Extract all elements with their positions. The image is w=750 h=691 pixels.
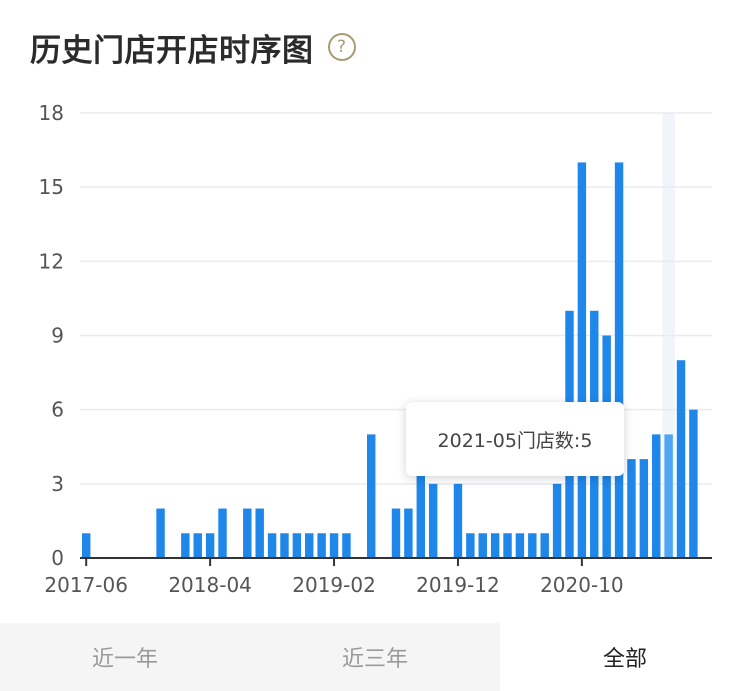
y-tick-label: 18: [39, 101, 64, 125]
bar: [367, 434, 376, 558]
chart-tooltip: 2021-05门店数:5: [406, 402, 624, 476]
bar: [243, 508, 252, 558]
bar: [305, 533, 314, 558]
x-tick-label: 2017-06: [44, 573, 128, 597]
y-tick-label: 6: [51, 398, 64, 422]
bar: [255, 508, 264, 558]
bar: [639, 459, 649, 558]
time-range-tabs: 近一年 近三年 全部: [0, 623, 750, 691]
bar: [664, 434, 673, 558]
bar: [466, 533, 475, 558]
bar: [280, 533, 289, 558]
chart-header: 历史门店开店时序图 ?: [30, 22, 356, 72]
question-circle-icon[interactable]: ?: [327, 33, 356, 61]
bar: [329, 533, 339, 558]
tab-last-three-years[interactable]: 近三年: [250, 623, 500, 691]
bar: [218, 508, 227, 558]
bar: [689, 409, 698, 558]
bar-chart: 0 3 6 9 12 15 18 2017-06 2018-04 2019-02 2019-12 20…: [39, 101, 712, 597]
y-tick-label: 12: [39, 249, 64, 273]
bar: [156, 508, 165, 558]
bar: [81, 533, 91, 558]
y-tick-label: 0: [51, 546, 64, 570]
bar: [181, 533, 190, 558]
y-tick-label: 9: [51, 324, 64, 348]
y-tick-label: 3: [51, 472, 64, 496]
tab-last-year[interactable]: 近一年: [0, 623, 250, 691]
bar: [540, 533, 549, 558]
x-tick-label: 2019-12: [416, 573, 500, 597]
bar: [404, 508, 413, 558]
bar: [416, 459, 425, 558]
bar: [627, 459, 636, 558]
bar: [342, 533, 351, 558]
bar: [267, 533, 277, 558]
tab-all[interactable]: 全部: [500, 623, 750, 691]
bar: [490, 533, 500, 558]
x-tick-label: 2018-04: [168, 573, 252, 597]
bar: [193, 533, 202, 558]
bar: [552, 483, 562, 558]
y-tick-label: 15: [39, 175, 64, 199]
x-tick-label: 2020-10: [540, 573, 624, 597]
chart-title: 历史门店开店时序图: [30, 32, 314, 69]
bar: [503, 533, 512, 558]
bar: [205, 533, 215, 558]
bar: [428, 483, 438, 558]
bar: [652, 434, 661, 558]
bar: [453, 483, 463, 558]
bar: [292, 533, 302, 558]
bar: [317, 533, 326, 558]
bar: [478, 533, 487, 558]
bar: [676, 360, 686, 558]
x-tick-label: 2019-02: [292, 573, 376, 597]
bar: [614, 162, 624, 558]
bar: [391, 508, 401, 558]
bar: [577, 162, 587, 558]
bar: [528, 533, 537, 558]
bar: [515, 533, 525, 558]
